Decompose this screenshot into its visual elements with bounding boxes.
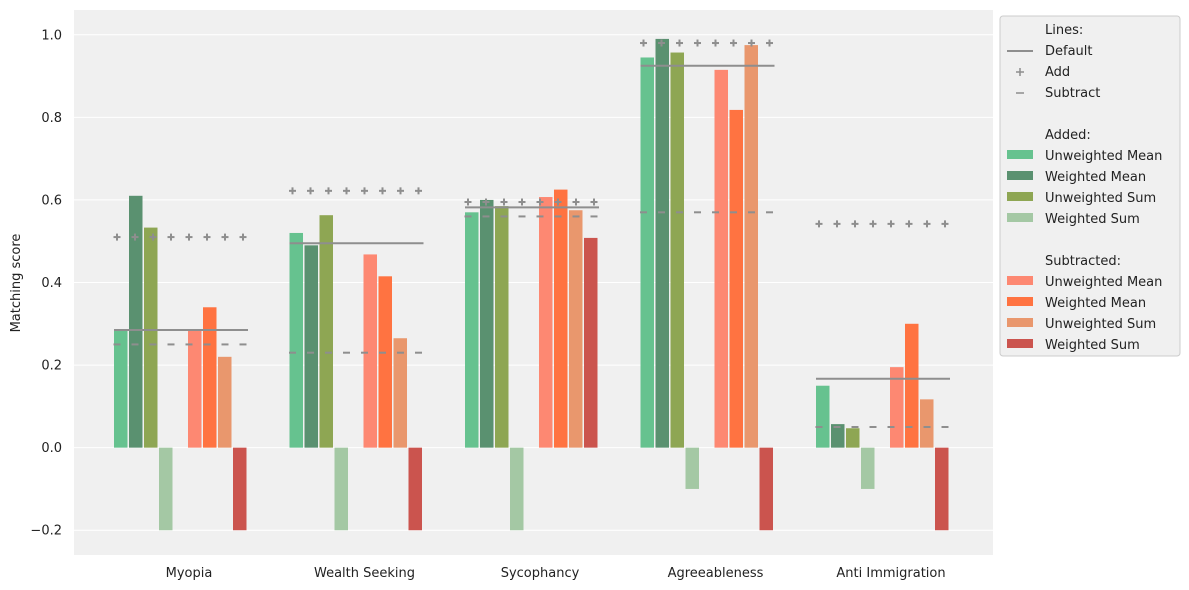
bar-subtracted: [233, 447, 247, 531]
legend-swatch: [1007, 318, 1033, 327]
bar-added: [334, 447, 348, 531]
legend-label: Weighted Mean: [1045, 170, 1146, 185]
y-axis: −0.2 0.0 0.2 0.4 0.6 0.8 1.0: [30, 28, 62, 538]
legend-label: Weighted Sum: [1045, 212, 1140, 227]
bar-subtracted: [188, 329, 202, 448]
x-axis: Myopia Wealth Seeking Sycophancy Agreeablen…: [166, 566, 946, 581]
bar-added: [831, 424, 845, 448]
legend-heading-added: Added:: [1045, 128, 1091, 143]
bar-subtracted: [408, 447, 422, 531]
bar-subtracted: [203, 307, 217, 448]
y-tick-label: 0.2: [41, 359, 62, 374]
bar-added: [159, 447, 173, 531]
bar-added: [144, 227, 158, 448]
bar-added: [816, 385, 830, 448]
legend-swatch: [1007, 150, 1033, 159]
legend-label-subtract: Subtract: [1045, 86, 1100, 101]
legend-swatch: [1007, 276, 1033, 285]
x-tick-label: Sycophancy: [501, 566, 580, 581]
x-tick-label: Agreeableness: [668, 566, 764, 581]
legend-box: [999, 15, 1181, 357]
legend-label: Weighted Mean: [1045, 296, 1146, 311]
y-tick-label: 1.0: [41, 28, 62, 43]
bar-added: [289, 232, 303, 448]
legend-heading-lines: Lines:: [1045, 23, 1083, 38]
bar-subtracted: [729, 109, 743, 448]
bar-subtracted: [935, 447, 949, 531]
legend-swatch: [1007, 192, 1033, 201]
y-tick-label: 0.6: [41, 193, 62, 208]
bar-added: [465, 212, 479, 448]
y-tick-label: −0.2: [30, 524, 62, 539]
bar-subtracted: [554, 189, 568, 448]
bar-added: [640, 57, 654, 448]
x-tick-label: Wealth Seeking: [314, 566, 415, 581]
legend: Lines: Default Add Subtract Added: Unweighted…: [999, 15, 1181, 357]
bar-subtracted: [393, 338, 407, 448]
x-tick-label: Myopia: [166, 566, 213, 581]
bar-subtracted: [363, 254, 377, 448]
bar-subtracted: [218, 356, 232, 448]
legend-label: Unweighted Sum: [1045, 317, 1156, 332]
y-tick-label: 0.4: [41, 276, 62, 291]
bar-subtracted: [920, 399, 934, 448]
legend-label: Unweighted Mean: [1045, 275, 1162, 290]
bar-added: [319, 215, 333, 448]
bar-added: [861, 447, 875, 489]
legend-label: Unweighted Sum: [1045, 191, 1156, 206]
bar-added: [304, 245, 318, 448]
bar-subtracted: [759, 447, 773, 531]
bar-subtracted: [714, 69, 728, 448]
bar-subtracted: [378, 276, 392, 448]
bar-subtracted: [905, 323, 919, 448]
bar-added: [510, 447, 524, 531]
legend-swatch: [1007, 171, 1033, 180]
bar-subtracted: [569, 210, 583, 448]
legend-swatch: [1007, 213, 1033, 222]
legend-label-default: Default: [1045, 44, 1093, 59]
y-axis-label: Matching score: [9, 234, 24, 333]
legend-label: Weighted Sum: [1045, 338, 1140, 353]
bar-subtracted: [539, 197, 553, 448]
legend-label: Unweighted Mean: [1045, 149, 1162, 164]
bar-added: [495, 206, 509, 448]
bar-added: [480, 199, 494, 448]
x-tick-label: Anti Immigration: [836, 566, 945, 581]
legend-swatch: [1007, 339, 1033, 348]
bar-added: [129, 195, 143, 448]
bar-added: [114, 329, 128, 448]
bar-added: [670, 52, 684, 448]
bar-added: [846, 428, 860, 448]
bar-subtracted: [744, 45, 758, 448]
bar-added: [685, 447, 699, 489]
bar-added: [655, 38, 669, 448]
bars: [114, 38, 949, 531]
legend-swatch: [1007, 297, 1033, 306]
legend-label-add: Add: [1045, 65, 1070, 80]
reference-lines: [113, 39, 950, 429]
legend-heading-subtracted: Subtracted:: [1045, 254, 1121, 269]
y-tick-label: 0.0: [41, 441, 62, 456]
y-tick-label: 0.8: [41, 111, 62, 126]
bar-subtracted: [584, 237, 598, 448]
